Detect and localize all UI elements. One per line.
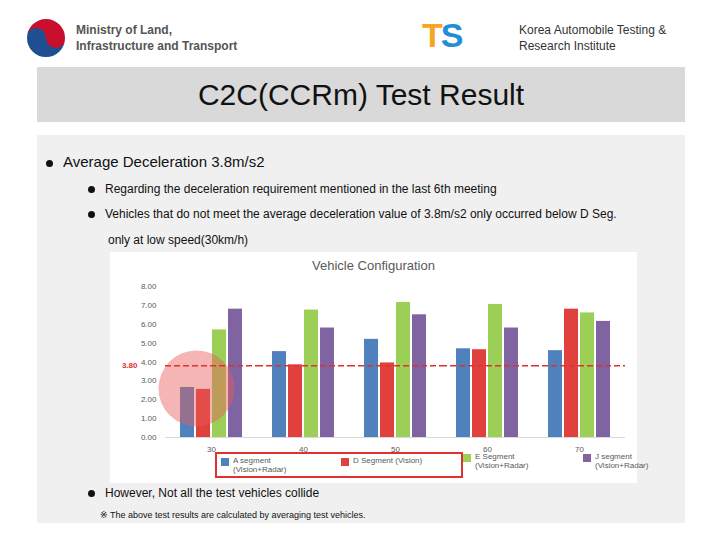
svg-text:2.00: 2.00 [141, 395, 157, 404]
html-text:However, Not all the test vehi: However, Not all the test vehicles colli… [105, 486, 320, 500]
html-text:D Segment (Vision): D Segment (Vision) [353, 456, 423, 465]
svg-text:0.00: 0.00 [141, 433, 157, 442]
html-text:Regarding the deceleration req: Regarding the deceleration requirement m… [105, 182, 497, 196]
html-text:Average Deceleration 3.8m/s2: Average Deceleration 3.8m/s2 [63, 153, 265, 170]
svg-text:40: 40 [299, 445, 308, 455]
html-text:A segment (Vision+Radar): A segment (Vision+Radar) [233, 456, 287, 474]
svg-text:1.00: 1.00 [141, 414, 157, 423]
html-text:C2C(CCRm) Test Result: C2C(CCRm) Test Result [197, 77, 525, 111]
html-text:J segment (Vision+Radar): J segment (Vision+Radar) [595, 452, 649, 470]
svg-text:6.00: 6.00 [141, 320, 157, 329]
html-text:※ The above test results are c: ※ The above test results are calculated … [100, 510, 366, 520]
html-text:E Segment (Vision+Radar): E Segment (Vision+Radar) [475, 452, 529, 470]
svg-text:3.80: 3.80 [122, 361, 138, 370]
html-text:Ministry of Land, Infrastructu: Ministry of Land, Infrastructure and Tra… [76, 23, 238, 53]
svg-text:30: 30 [207, 445, 216, 455]
svg-text:70: 70 [575, 445, 584, 454]
svg-text:4.00: 4.00 [141, 358, 157, 367]
svg-text:8.00: 8.00 [141, 282, 157, 291]
html-text:Vehicle Configuration: Vehicle Configuration [312, 258, 435, 273]
svg-text:5.00: 5.00 [141, 339, 157, 348]
svg-text:7.00: 7.00 [141, 301, 157, 310]
svg-text:50: 50 [391, 445, 400, 455]
html-text:Korea Automobile Testing & Res: Korea Automobile Testing & Research Inst… [519, 23, 667, 53]
html-text:Vehicles that do not meet the: Vehicles that do not meet the average de… [105, 207, 617, 221]
html-text:T S: T S [422, 16, 462, 54]
svg-text:3.00: 3.00 [141, 376, 157, 385]
html-text:only at low speed(30km/h): only at low speed(30km/h) [108, 233, 249, 247]
svg-text:60: 60 [483, 445, 492, 455]
